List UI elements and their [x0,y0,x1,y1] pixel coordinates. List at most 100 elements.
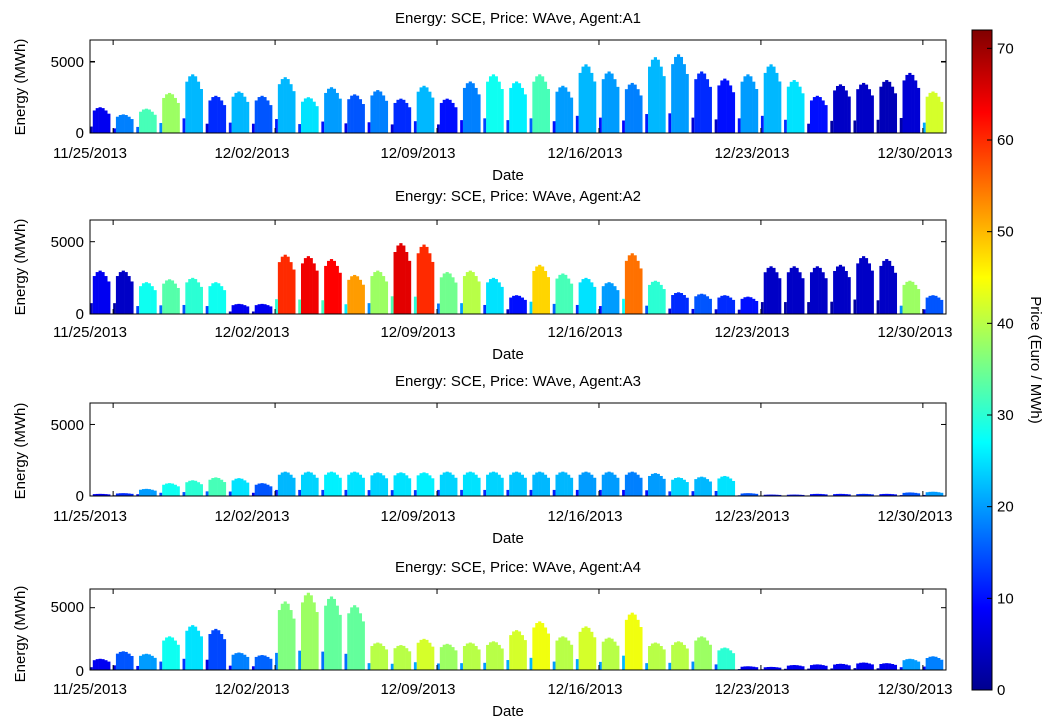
bar [610,638,614,670]
bar [616,290,620,314]
bar [523,640,527,670]
bar [723,295,727,314]
bar [217,630,221,670]
bar [275,652,278,670]
bar [514,81,519,133]
bar [931,295,935,314]
bar [416,475,420,496]
bar [309,98,313,133]
bar [888,493,892,496]
bar [254,484,258,496]
bar [419,473,423,496]
bar [338,98,342,133]
bar [159,122,163,133]
bar [844,494,848,496]
panel-a3-xtick-1: 11/25/2013 [53,508,127,525]
bar [818,493,822,496]
bar [517,83,522,133]
bar [769,266,773,314]
bar [656,281,660,314]
bar [870,270,874,314]
bar [662,76,666,133]
bar [431,478,435,496]
bar [622,298,625,314]
bar [95,108,99,133]
bar [795,81,799,133]
bar [367,122,371,133]
bar [676,292,681,314]
bar [500,286,504,314]
bar [746,666,750,670]
bar [668,113,672,133]
bar [92,276,96,314]
bar [298,299,301,314]
bar [355,472,360,496]
bar [454,477,458,496]
bar [890,494,895,496]
bar [428,475,432,496]
bar [726,80,730,133]
bar [937,492,941,496]
bar [821,665,825,670]
bar [587,627,591,670]
bar [303,98,308,133]
bar [428,253,432,314]
bar [841,663,845,670]
bar [555,91,559,133]
bar [864,662,869,670]
bar [329,259,334,314]
bar [856,263,860,314]
bar [437,303,440,314]
bar [604,73,608,133]
bar [749,666,753,670]
bar [191,277,195,314]
bar [844,90,848,133]
bar [509,635,513,670]
bar [575,304,579,314]
bar [581,279,585,314]
bar [902,284,906,314]
bar [835,85,840,133]
bar [118,115,122,133]
bar [543,627,548,670]
bar [908,280,912,314]
bar [720,476,724,496]
bar [792,266,796,314]
bar [167,636,172,670]
bar [610,73,614,133]
bar [610,283,614,314]
bar [95,493,99,496]
bar [445,471,449,496]
bar [130,655,134,670]
bar [691,308,695,314]
bar [841,266,845,314]
bar [289,262,293,314]
bar [778,81,782,133]
bar [801,666,805,670]
bar [569,644,574,670]
bar [512,295,516,314]
bar [893,272,898,314]
bar [639,268,643,314]
colorbar-label: Price (Euro / MWh) [1027,296,1043,424]
bar [101,272,105,314]
bar [752,298,756,314]
bar [838,663,843,670]
colorbar-tick-label: 40 [997,315,1014,332]
bar [934,295,938,314]
bar [885,663,889,670]
bar [497,81,501,133]
bar [462,87,467,133]
bar [809,494,814,496]
panel-a1-xtick-5: 12/23/2013 [714,145,789,162]
bar [260,655,264,670]
bar [760,302,764,314]
bar [275,489,278,496]
bar [425,639,429,670]
bar [127,493,131,496]
bar [648,284,652,314]
bar [708,481,712,496]
bar [162,97,166,133]
panel-a1-xtick-1: 11/25/2013 [53,145,127,162]
bar [720,295,724,314]
